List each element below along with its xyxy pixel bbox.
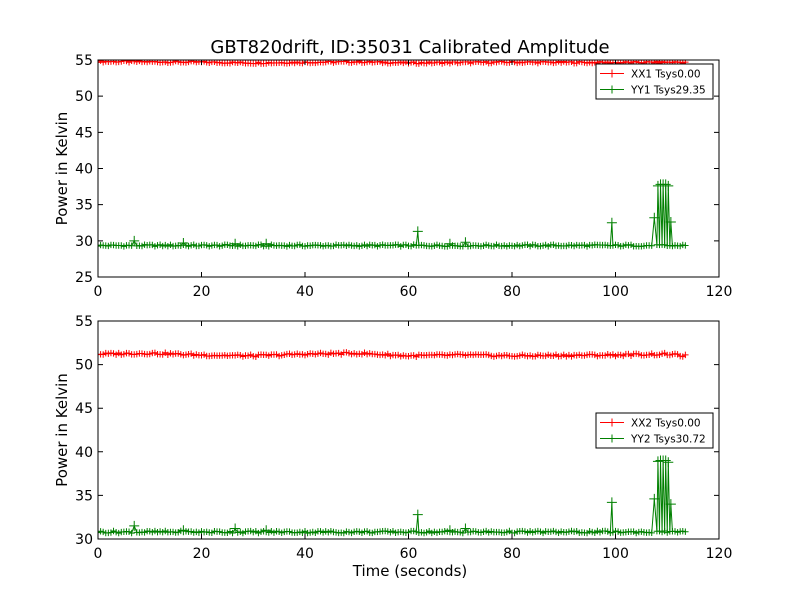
data-point — [460, 237, 471, 248]
y-tick-label: 40 — [75, 162, 93, 178]
data-point — [412, 509, 423, 520]
data-point — [660, 455, 671, 466]
data-point — [648, 529, 655, 537]
data-point — [665, 499, 676, 510]
series-line-2-2 — [98, 460, 686, 534]
data-point — [663, 180, 674, 191]
data-point — [606, 217, 617, 228]
data-point — [129, 520, 140, 531]
data-point — [660, 179, 671, 190]
x-tick-label: 80 — [503, 546, 521, 562]
data-point — [129, 235, 140, 246]
series-2-1 — [98, 349, 689, 360]
data-point — [649, 212, 660, 223]
x-tick-label: 40 — [296, 546, 314, 562]
x-tick-label: 0 — [94, 284, 103, 300]
data-point — [178, 238, 189, 248]
series-1-1 — [98, 60, 689, 67]
y-tick-label: 55 — [75, 53, 93, 69]
y-tick-label: 45 — [75, 401, 93, 417]
legend-swatch — [600, 434, 624, 443]
y-tick-label: 40 — [75, 445, 93, 461]
data-point — [178, 525, 189, 536]
data-point — [606, 497, 617, 508]
legend-swatch — [600, 85, 624, 94]
data-point — [682, 351, 689, 359]
data-point — [652, 180, 663, 191]
legend-swatch — [600, 418, 624, 427]
y-tick-label: 45 — [75, 125, 93, 141]
x-tick-label: 100 — [602, 284, 629, 300]
y-axis-title: Power in Kelvin — [53, 373, 71, 487]
legend-label: YY1 Tsys29.35 — [630, 85, 706, 97]
data-point — [230, 238, 241, 249]
chart-panel-2: 0 20 40 60 80 100 120 30 35 40 45 50 55 Power in Kelv… — [53, 314, 732, 562]
data-point — [444, 238, 455, 249]
x-tick-label: 40 — [296, 284, 314, 300]
x-tick-label: 100 — [602, 546, 629, 562]
y-axis-title: Power in Kelvin — [53, 112, 71, 226]
plots-container: 0 20 40 60 80 100 120 25 30 35 40 45 50 55 Power in Ke… — [53, 53, 732, 562]
x-tick-label: 120 — [706, 546, 733, 562]
x-tick-label: 0 — [94, 546, 103, 562]
data-point — [261, 238, 272, 249]
chart-panel-1: 0 20 40 60 80 100 120 25 30 35 40 45 50 55 Power in Ke… — [53, 53, 732, 300]
data-point — [444, 525, 455, 536]
data-point — [682, 242, 689, 249]
legend: XX1 Tsys0.00 YY1 Tsys29.35 — [595, 63, 714, 100]
data-point — [648, 242, 655, 249]
y-tick-label: 50 — [75, 358, 93, 374]
data-point — [652, 456, 663, 467]
legend-label: XX1 Tsys0.00 — [631, 69, 701, 81]
y-tick-label: 50 — [75, 89, 93, 105]
y-tick-label: 35 — [75, 488, 93, 504]
series-1-2 — [98, 179, 689, 250]
legend-swatch — [600, 69, 624, 78]
series-2-2 — [98, 455, 689, 537]
y-tick-label: 25 — [75, 270, 93, 286]
data-point — [682, 528, 689, 535]
y-tick-label: 55 — [75, 314, 93, 330]
data-point — [663, 457, 674, 468]
data-point — [649, 493, 660, 504]
x-tick-label: 60 — [400, 546, 418, 562]
legend-label: YY2 Tsys30.72 — [630, 434, 706, 446]
x-tick-label: 20 — [193, 284, 211, 300]
legend-label: XX2 Tsys0.00 — [631, 418, 701, 430]
data-point — [261, 525, 272, 536]
x-tick-label: 20 — [193, 546, 211, 562]
data-point — [128, 529, 135, 537]
x-tick-label: 60 — [400, 284, 418, 300]
y-tick-label: 30 — [75, 532, 93, 548]
figure-title: GBT820drift, ID:35031 Calibrated Amplitu… — [210, 37, 609, 58]
data-point — [230, 523, 241, 534]
x-tick-label: 120 — [706, 284, 733, 300]
x-tick-label: 80 — [503, 284, 521, 300]
x-axis-title: Time (seconds) — [352, 562, 468, 580]
y-tick-label: 35 — [75, 198, 93, 214]
data-point — [412, 226, 423, 237]
legend: XX2 Tsys0.00 YY2 Tsys30.72 — [595, 412, 714, 449]
y-tick-label: 30 — [75, 234, 93, 250]
series-line-1-2 — [98, 184, 686, 247]
data-point — [665, 217, 676, 228]
